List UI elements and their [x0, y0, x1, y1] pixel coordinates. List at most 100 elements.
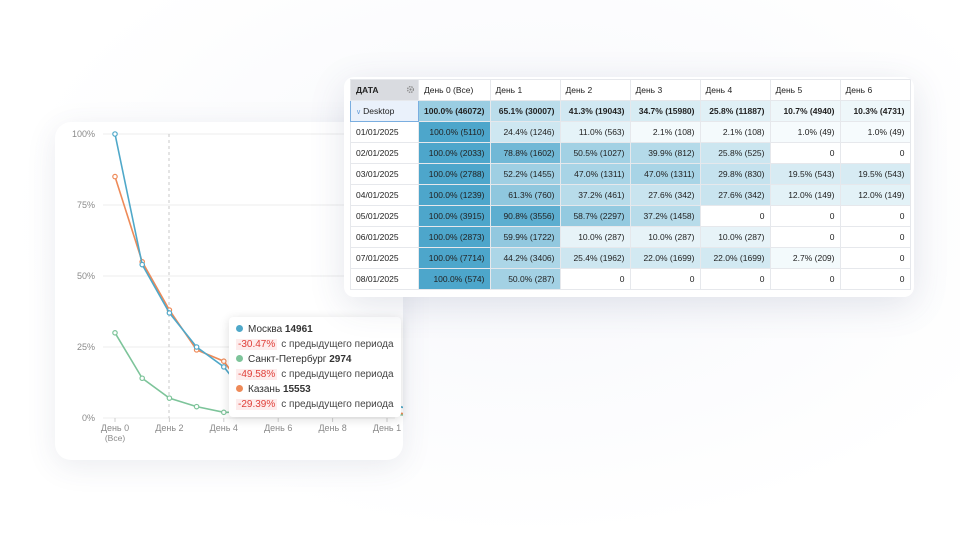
total-cell: 25.8% (11887)	[699, 100, 771, 122]
retention-cell[interactable]: 2.7% (209)	[769, 247, 841, 269]
retention-cell[interactable]: 100.0% (2033)	[418, 142, 491, 164]
retention-cell[interactable]: 27.6% (342)	[629, 184, 701, 206]
cohort-table: ДАТА День 0 (Все) День 1 День 2 День 3 День …	[350, 79, 911, 290]
total-row: ∨ Desktop 100.0% (46072) 65.1% (30007) 41.3%…	[350, 100, 911, 122]
chevron-down-icon[interactable]: ∨	[356, 109, 362, 116]
retention-cell[interactable]: 27.6% (342)	[699, 184, 771, 206]
retention-cell[interactable]: 10.0% (287)	[629, 226, 701, 248]
day-column-header[interactable]: День 3	[629, 79, 701, 101]
retention-cell[interactable]: 37.2% (1458)	[629, 205, 701, 227]
date-header-label: ДАТА	[356, 85, 379, 95]
x-tick-label: День 2	[155, 423, 183, 433]
retention-cell[interactable]: 10.0% (287)	[559, 226, 631, 248]
data-point[interactable]	[166, 395, 173, 401]
total-cell: 65.1% (30007)	[489, 100, 561, 122]
date-column-header[interactable]: ДАТА	[350, 79, 419, 101]
retention-cell[interactable]: 0	[699, 268, 771, 290]
data-point[interactable]	[193, 403, 200, 410]
group-label-desktop[interactable]: ∨ Desktop	[350, 100, 419, 122]
retention-cell[interactable]: 100.0% (574)	[418, 268, 491, 290]
data-point[interactable]	[221, 358, 227, 365]
group-label: Desktop	[363, 106, 395, 116]
legend-dot-icon	[236, 325, 243, 332]
retention-cell[interactable]: 0	[559, 268, 631, 290]
retention-cell[interactable]: 22.0% (1699)	[629, 247, 701, 269]
retention-cell[interactable]: 61.3% (760)	[489, 184, 561, 206]
retention-cell[interactable]: 59.9% (1722)	[489, 226, 561, 248]
day-column-header[interactable]: День 5	[769, 79, 841, 101]
data-point[interactable]	[112, 131, 118, 137]
retention-cell[interactable]: 0	[769, 205, 841, 227]
data-point[interactable]	[166, 310, 173, 316]
retention-cell[interactable]: 37.2% (461)	[559, 184, 631, 206]
retention-cell[interactable]: 44.2% (3406)	[489, 247, 561, 269]
data-point[interactable]	[193, 344, 200, 350]
data-point[interactable]	[221, 364, 227, 370]
data-point[interactable]	[139, 375, 146, 382]
tooltip-change-label: с предыдущего периода	[281, 339, 394, 350]
retention-cell[interactable]: 50.0% (287)	[489, 268, 561, 290]
tooltip-change-label: с предыдущего периода	[281, 399, 394, 410]
tooltip-change-row: -29.39% с предыдущего периода	[236, 397, 401, 412]
table-row: 02/01/2025 100.0% (2033) 78.8% (1602) 50.5%…	[350, 142, 911, 164]
day-column-header[interactable]: День 6	[839, 79, 911, 101]
retention-cell[interactable]: 0	[629, 268, 701, 290]
tooltip-change-badge: -49.58%	[236, 369, 278, 380]
retention-cell[interactable]: 0	[839, 142, 911, 164]
retention-cell[interactable]: 12.0% (149)	[839, 184, 911, 206]
data-point[interactable]	[112, 173, 118, 180]
retention-cell[interactable]: 0	[769, 268, 841, 290]
retention-cell[interactable]: 78.8% (1602)	[489, 142, 561, 164]
retention-cell[interactable]: 10.0% (287)	[699, 226, 771, 248]
retention-cell[interactable]: 90.8% (3556)	[489, 205, 561, 227]
retention-cell[interactable]: 2.1% (108)	[629, 121, 701, 143]
retention-cell[interactable]: 100.0% (2873)	[418, 226, 491, 248]
retention-cell[interactable]: 0	[839, 247, 911, 269]
data-point[interactable]	[221, 409, 227, 416]
table-row: 01/01/2025 100.0% (5110) 24.4% (1246) 11.0%…	[350, 121, 911, 143]
gear-icon[interactable]	[406, 85, 415, 94]
retention-cell[interactable]: 47.0% (1311)	[629, 163, 701, 185]
retention-cell[interactable]: 1.0% (49)	[769, 121, 841, 143]
retention-cell[interactable]: 11.0% (563)	[559, 121, 631, 143]
retention-cell[interactable]: 100.0% (1239)	[418, 184, 491, 206]
retention-cell[interactable]: 25.4% (1962)	[559, 247, 631, 269]
retention-cell[interactable]: 22.0% (1699)	[699, 247, 771, 269]
day-column-header[interactable]: День 1	[489, 79, 561, 101]
retention-cell[interactable]: 100.0% (3915)	[418, 205, 491, 227]
tooltip-series-row: Казань 15553	[236, 382, 401, 397]
tooltip-change-badge: -30.47%	[236, 339, 278, 350]
retention-cell[interactable]: 100.0% (5110)	[418, 121, 491, 143]
retention-cell[interactable]: 50.5% (1027)	[559, 142, 631, 164]
retention-cell[interactable]: 39.9% (812)	[629, 142, 701, 164]
retention-cell[interactable]: 58.7% (2297)	[559, 205, 631, 227]
retention-cell[interactable]: 24.4% (1246)	[489, 121, 561, 143]
retention-cell[interactable]: 25.8% (525)	[699, 142, 771, 164]
retention-cell[interactable]: 100.0% (2788)	[418, 163, 491, 185]
retention-cell[interactable]: 19.5% (543)	[769, 163, 841, 185]
retention-cell[interactable]: 0	[839, 205, 911, 227]
retention-cell[interactable]: 0	[769, 226, 841, 248]
day-column-header[interactable]: День 4	[699, 79, 771, 101]
retention-cell[interactable]: 100.0% (7714)	[418, 247, 491, 269]
tooltip-series-value: 2974	[329, 354, 352, 365]
total-cell: 34.7% (15980)	[629, 100, 701, 122]
retention-cell[interactable]: 52.2% (1455)	[489, 163, 561, 185]
retention-cell[interactable]: 0	[839, 268, 911, 290]
day-column-header[interactable]: День 0 (Все)	[418, 79, 491, 101]
retention-cell[interactable]: 19.5% (543)	[839, 163, 911, 185]
retention-cell[interactable]: 1.0% (49)	[839, 121, 911, 143]
y-tick-label: 25%	[77, 342, 95, 352]
retention-cell[interactable]: 47.0% (1311)	[559, 163, 631, 185]
retention-cell[interactable]: 2.1% (108)	[699, 121, 771, 143]
retention-cell[interactable]: 12.0% (149)	[769, 184, 841, 206]
retention-cell[interactable]: 29.8% (830)	[699, 163, 771, 185]
day-column-header[interactable]: День 2	[559, 79, 631, 101]
retention-cell[interactable]: 0	[699, 205, 771, 227]
data-point[interactable]	[112, 330, 118, 336]
tooltip-change-row: -30.47% с предыдущего периода	[236, 337, 401, 352]
retention-cell[interactable]: 0	[839, 226, 911, 248]
data-point[interactable]	[139, 261, 146, 268]
chart-tooltip: Москва 14961 -30.47% с предыдущего периода…	[229, 317, 401, 417]
retention-cell[interactable]: 0	[769, 142, 841, 164]
